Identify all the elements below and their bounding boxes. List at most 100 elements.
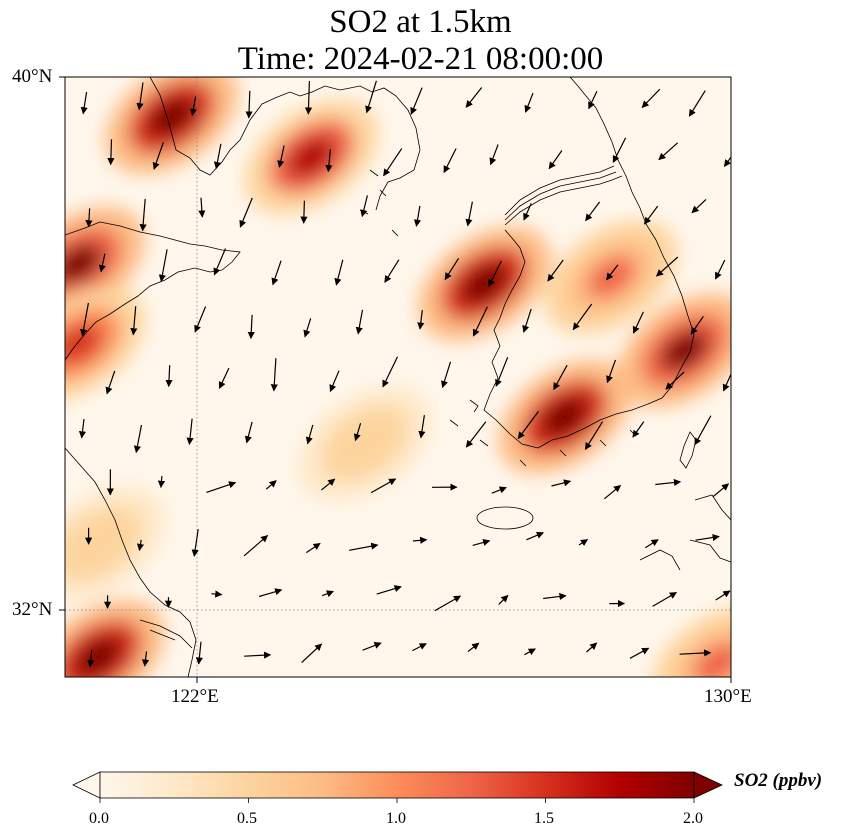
- colorbar-title: SO2 (ppbv): [734, 770, 823, 791]
- so2-hotspot-8-ring-2: [74, 636, 122, 677]
- wind-arrow-101: [348, 542, 379, 551]
- so2-hotspot-2-ring-2: [65, 243, 102, 284]
- wind-arrow-7: [465, 87, 483, 108]
- wind-arrow-74: [186, 418, 194, 446]
- wind-arrow-80: [517, 411, 539, 440]
- so2-hotspot-0-ring-2: [147, 96, 196, 138]
- wind-arrow-120: [87, 649, 95, 668]
- wind-arrow-27: [239, 197, 253, 228]
- wind-arrow-19: [489, 144, 499, 166]
- wind-arrow-86: [206, 481, 237, 493]
- wind-arrow-100: [305, 542, 321, 554]
- wind-arrow-15: [277, 145, 285, 168]
- wind-arrow-62: [218, 367, 230, 390]
- colorbar: [72, 771, 723, 803]
- wind-arrow-55: [472, 306, 488, 337]
- lat-label-40n: 40°N: [12, 66, 53, 87]
- wind-arrow-8: [524, 92, 534, 113]
- wind-arrow-38: [213, 248, 227, 276]
- colorbar-tick-label-2: 1.0: [386, 810, 406, 827]
- wind-arrow-39: [271, 260, 282, 286]
- wind-arrow-89: [370, 478, 397, 494]
- wind-arrow-49: [130, 306, 138, 336]
- wind-arrow-107: [695, 533, 720, 542]
- so2-hotspot-6-ring-2: [540, 396, 589, 438]
- wind-arrow-122: [195, 641, 203, 665]
- so2-hotspot-1-ring-2: [287, 136, 336, 178]
- wind-arrow-114: [434, 595, 462, 612]
- dmz-border: [504, 165, 623, 226]
- wind-arrow-85: [157, 476, 166, 489]
- wind-arrow-47: [714, 259, 726, 280]
- wind-arrow-20: [548, 150, 563, 170]
- wind-arrow-125: [362, 642, 382, 651]
- wind-arrow-92: [551, 479, 572, 487]
- wind-arrow-75: [244, 421, 253, 444]
- wind-arrow-58: [632, 311, 644, 334]
- wind-arrow-129: [586, 642, 598, 653]
- wind-arrow-45: [606, 264, 619, 281]
- wind-arrow-17: [383, 148, 403, 177]
- wind-arrow-37: [158, 249, 168, 283]
- wind-arrow-97: [136, 539, 145, 552]
- wind-arrow-4: [304, 80, 313, 115]
- so2-hotspot-11-ring-2: [74, 523, 122, 564]
- jeju-island: [476, 506, 534, 530]
- wind-arrow-14: [213, 143, 222, 170]
- wind-arrow-77: [353, 423, 362, 442]
- wind-arrow-42: [444, 257, 460, 281]
- wind-arrow-12: [107, 139, 115, 166]
- wind-arrow-13: [152, 142, 164, 170]
- wind-arrow-82: [632, 421, 645, 438]
- wind-arrow-32: [523, 203, 532, 221]
- lat-label-32n: 32°N: [12, 599, 53, 620]
- coastlines: [65, 77, 731, 677]
- wind-arrow-91: [491, 486, 507, 494]
- wind-arrow-116: [543, 592, 567, 601]
- wind-arrow-28: [300, 200, 308, 224]
- wind-arrow-78: [418, 415, 426, 439]
- colorbar-tick-label-3: 1.5: [534, 810, 554, 827]
- wind-arrow-53: [355, 309, 364, 335]
- wind-arrow-94: [655, 478, 682, 487]
- coastline-korea-west: [483, 77, 695, 449]
- wind-arrow-40: [334, 259, 344, 286]
- wind-arrow-51: [247, 314, 255, 340]
- wind-arrow-5: [365, 80, 377, 114]
- wind-arrow-54: [417, 310, 425, 330]
- wind-arrow-99: [243, 535, 269, 557]
- wind-arrow-105: [578, 538, 589, 547]
- wind-arrow-34: [643, 205, 659, 225]
- wind-arrow-24: [85, 208, 93, 228]
- wind-arrow-128: [524, 648, 536, 656]
- wind-arrow-88: [321, 478, 336, 491]
- wind-arrow-31: [465, 201, 473, 227]
- wind-arrow-76: [305, 424, 314, 445]
- wind-arrow-18: [443, 148, 457, 174]
- wind-arrow-30: [413, 205, 422, 227]
- colorbar-tick-label-0: 0.0: [89, 810, 109, 827]
- lon-label-130e: 130°E: [704, 686, 752, 707]
- wind-arrow-81: [584, 421, 604, 451]
- liaodong-islands: [359, 169, 399, 237]
- wind-arrow-131: [679, 649, 712, 657]
- wind-arrow-35: [691, 198, 707, 214]
- wind-vectors: [78, 80, 731, 668]
- wind-arrow-95: [712, 483, 730, 498]
- coastline-jiangsu: [65, 447, 197, 677]
- wind-arrow-111: [258, 588, 283, 598]
- wind-arrow-50: [194, 306, 207, 333]
- wind-arrow-60: [105, 370, 116, 395]
- wind-arrow-106: [644, 539, 659, 549]
- map-title-line2: Time: 2024-02-21 08:00:00: [237, 41, 604, 77]
- wind-arrow-63: [270, 358, 278, 392]
- wind-arrow-113: [376, 585, 402, 595]
- coastline-shandong: [65, 221, 241, 361]
- so2-hotspot-10-ring-2: [341, 423, 389, 464]
- wind-arrow-46: [655, 256, 679, 277]
- wind-arrow-67: [495, 356, 509, 387]
- wind-arrow-126: [412, 643, 427, 652]
- wind-arrow-44: [547, 259, 564, 282]
- wind-arrow-93: [604, 484, 622, 500]
- wind-arrow-59: [690, 315, 704, 335]
